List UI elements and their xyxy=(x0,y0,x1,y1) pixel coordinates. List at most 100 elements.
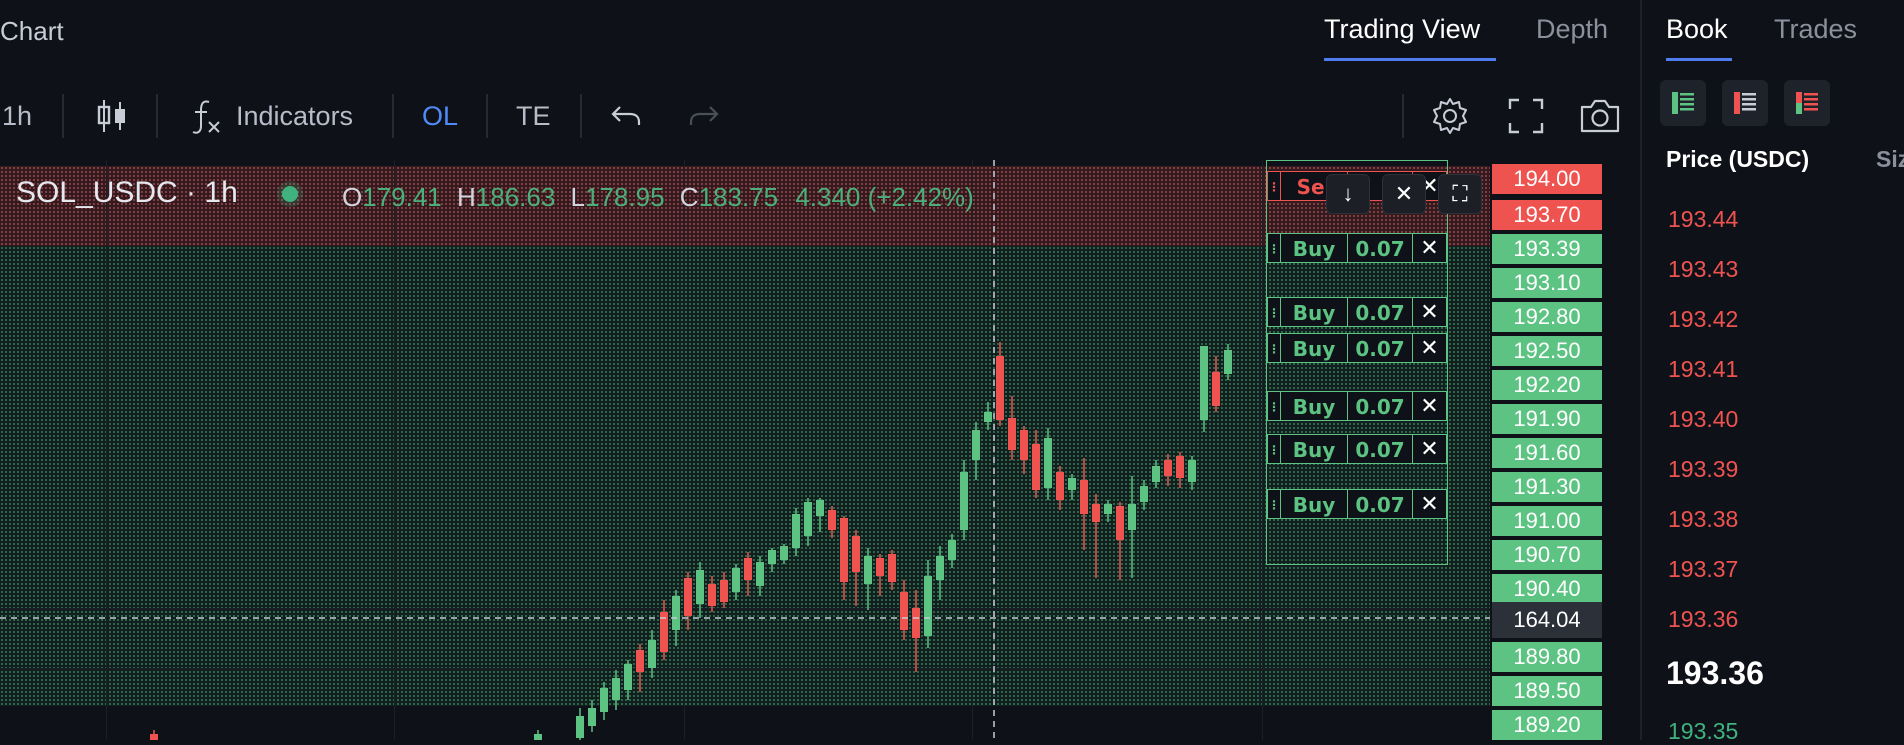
book-view-bids-button[interactable] xyxy=(1784,80,1830,126)
candle-body xyxy=(1032,444,1040,490)
close-icon[interactable]: ✕ xyxy=(1420,492,1439,517)
candle-body xyxy=(1212,372,1220,406)
arrow-down-icon: ↓ xyxy=(1342,181,1354,206)
order-side: Buy xyxy=(1281,334,1348,362)
book-asks-icon xyxy=(1734,92,1756,114)
price-column-header: Price (USDC) xyxy=(1666,146,1810,172)
toolbar-divider xyxy=(62,94,64,138)
ol-button[interactable]: OL xyxy=(422,101,459,131)
ask-price[interactable]: 193.39 xyxy=(1668,456,1739,482)
fullscreen-button[interactable] xyxy=(1504,94,1548,138)
candle-body xyxy=(1224,350,1232,374)
grid-line xyxy=(394,160,395,740)
buy-order-row[interactable]: ⋮ Buy 0.07 ✕ xyxy=(1267,391,1447,421)
tab-book[interactable]: Book xyxy=(1666,14,1728,44)
close-icon[interactable]: ✕ xyxy=(1420,437,1439,462)
tab-trading-view[interactable]: Trading View xyxy=(1324,14,1481,44)
ask-price[interactable]: 193.40 xyxy=(1668,406,1739,432)
tab-trades[interactable]: Trades xyxy=(1774,14,1858,44)
candle-body xyxy=(1044,438,1052,488)
move-down-button[interactable]: ↓ xyxy=(1326,174,1370,214)
drag-handle-icon[interactable]: ⋮ xyxy=(1268,392,1281,420)
candle-body xyxy=(804,502,812,536)
close-icon[interactable]: ✕ xyxy=(1420,236,1439,261)
price-axis-label: 193.70 xyxy=(1492,200,1602,230)
chart-label: Chart xyxy=(0,16,64,46)
ask-price[interactable]: 193.44 xyxy=(1668,206,1739,232)
drag-handle-icon[interactable]: ⋮ xyxy=(1268,298,1281,326)
candle-type-button[interactable] xyxy=(92,94,132,138)
candle-body xyxy=(948,540,956,560)
high-key: H xyxy=(457,182,476,212)
te-button[interactable]: TE xyxy=(516,101,551,131)
redo-button[interactable] xyxy=(684,94,724,138)
price-axis-label: 193.39 xyxy=(1492,234,1602,264)
drag-handle-icon[interactable]: ⋮ xyxy=(1268,334,1281,362)
expand-button[interactable]: ⛶ xyxy=(1438,174,1482,214)
price-axis-label: 191.30 xyxy=(1492,472,1602,502)
ask-price[interactable]: 193.37 xyxy=(1668,556,1739,582)
candle-body xyxy=(1116,506,1124,540)
drag-handle-icon[interactable]: ⋮ xyxy=(1268,234,1281,262)
candle-body xyxy=(1068,478,1076,490)
buy-order-row[interactable]: ⋮ Buy 0.07 ✕ xyxy=(1267,434,1447,464)
price-axis-label: 190.70 xyxy=(1492,540,1602,570)
candle-body xyxy=(576,716,584,738)
undo-icon xyxy=(611,106,641,125)
screenshot-button[interactable] xyxy=(1578,94,1622,138)
book-view-both-button[interactable] xyxy=(1660,80,1706,126)
interval-button[interactable]: 1h xyxy=(2,101,33,131)
grid-line xyxy=(0,608,1490,609)
close-icon[interactable]: ✕ xyxy=(1420,300,1439,325)
collapse-icon: ✕ xyxy=(1394,181,1414,206)
candle-body xyxy=(1092,504,1100,522)
price-axis-label: 191.90 xyxy=(1492,404,1602,434)
chart-canvas[interactable] xyxy=(0,160,1490,740)
ask-price[interactable]: 193.38 xyxy=(1668,506,1739,532)
low-key: L xyxy=(570,182,586,212)
ask-price[interactable]: 193.41 xyxy=(1668,356,1739,382)
collapse-button[interactable]: ✕ xyxy=(1382,174,1426,214)
buy-order-row[interactable]: ⋮ Buy 0.07 ✕ xyxy=(1267,233,1447,263)
close-icon[interactable]: ✕ xyxy=(1420,336,1439,361)
candle-body xyxy=(1164,460,1172,476)
drag-handle-icon[interactable]: ⋮ xyxy=(1268,490,1281,518)
settings-button[interactable] xyxy=(1428,94,1472,138)
undo-button[interactable] xyxy=(606,94,646,138)
candle-body xyxy=(696,570,704,604)
redo-icon xyxy=(689,106,719,125)
candle-body xyxy=(972,430,980,460)
candle-body xyxy=(828,510,836,530)
candle-body xyxy=(720,580,728,602)
candle-body xyxy=(534,734,542,740)
toolbar-divider xyxy=(156,94,158,138)
close-icon[interactable]: ✕ xyxy=(1420,394,1439,419)
candle-body xyxy=(852,536,860,572)
buy-order-row[interactable]: ⋮ Buy 0.07 ✕ xyxy=(1267,333,1447,363)
candle-body xyxy=(936,556,944,580)
indicators-icon-wrap[interactable] xyxy=(186,94,226,138)
symbol-label: SOL_USDC · 1h xyxy=(16,176,238,209)
drag-handle-icon[interactable]: ⋮ xyxy=(1268,435,1281,463)
price-axis-label: 190.40 xyxy=(1492,574,1602,604)
buy-order-row[interactable]: ⋮ Buy 0.07 ✕ xyxy=(1267,489,1447,519)
ask-price[interactable]: 193.36 xyxy=(1668,606,1739,632)
buy-zone xyxy=(0,246,1490,706)
buy-order-row[interactable]: ⋮ Buy 0.07 ✕ xyxy=(1267,297,1447,327)
candle-body xyxy=(900,592,908,630)
candle-body xyxy=(1008,418,1016,450)
order-side: Buy xyxy=(1281,298,1348,326)
size-column-header: Siz xyxy=(1876,146,1904,172)
candle-body xyxy=(1152,466,1160,482)
candle-body xyxy=(840,518,848,582)
ask-price[interactable]: 193.43 xyxy=(1668,256,1739,282)
book-view-asks-button[interactable] xyxy=(1722,80,1768,126)
candle-body xyxy=(1188,460,1196,482)
tab-depth[interactable]: Depth xyxy=(1536,14,1609,44)
drag-handle-icon[interactable]: ⋮ xyxy=(1268,172,1281,200)
ask-price[interactable]: 193.42 xyxy=(1668,306,1739,332)
indicators-button[interactable]: Indicators xyxy=(236,101,354,131)
grid-line xyxy=(1262,160,1263,740)
bid-price[interactable]: 193.35 xyxy=(1668,718,1739,744)
candle-body xyxy=(1104,504,1112,514)
